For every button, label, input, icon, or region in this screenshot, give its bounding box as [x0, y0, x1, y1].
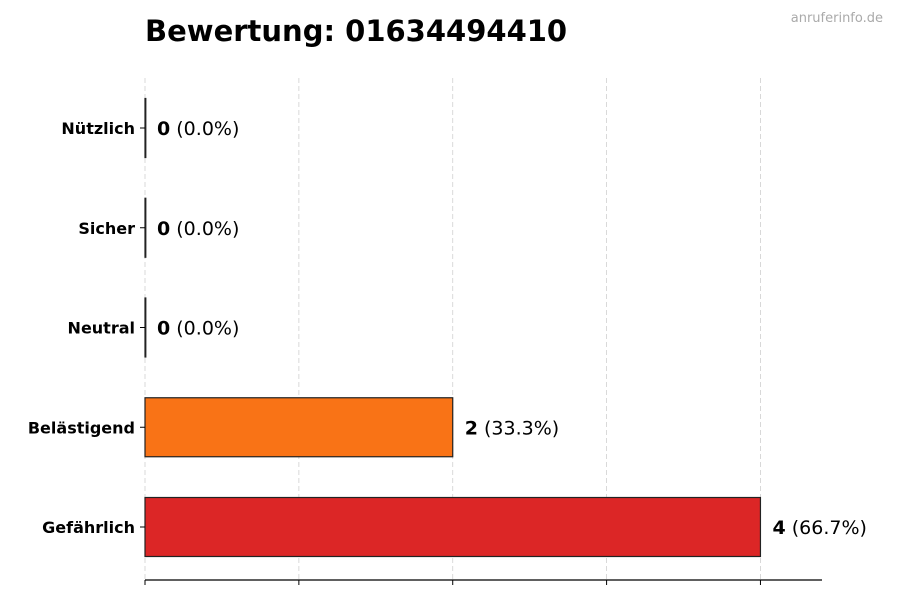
category-label-4: Gefährlich — [42, 518, 135, 537]
category-label-0: Nützlich — [61, 119, 135, 138]
data-label-percent: (0.0%) — [170, 318, 239, 340]
bar-3 — [144, 397, 454, 458]
data-label-percent: (0.0%) — [170, 218, 239, 240]
category-label-2: Neutral — [68, 319, 135, 338]
category-label-3: Belästigend — [28, 418, 135, 437]
bar-0 — [144, 97, 147, 159]
data-label-value: 2 — [465, 417, 478, 439]
data-label-value: 0 — [157, 318, 170, 340]
chart-title: Bewertung: 01634494410 — [145, 14, 567, 48]
data-label-value: 4 — [772, 517, 785, 539]
data-label-4: 4 (66.7%) — [772, 517, 866, 539]
bar-1 — [144, 197, 147, 258]
data-label-percent: (0.0%) — [170, 118, 239, 140]
bar-2 — [144, 297, 147, 358]
data-label-percent: (33.3%) — [478, 417, 559, 439]
data-label-percent: (66.7%) — [786, 517, 867, 539]
data-label-3: 2 (33.3%) — [465, 417, 559, 439]
watermark: anruferinfo.de — [791, 11, 883, 26]
data-label-2: 0 (0.0%) — [157, 318, 239, 340]
data-label-0: 0 (0.0%) — [157, 118, 239, 140]
data-label-value: 0 — [157, 118, 170, 140]
data-label-1: 0 (0.0%) — [157, 218, 239, 240]
bar-4 — [144, 496, 762, 558]
category-label-1: Sicher — [78, 219, 135, 238]
data-label-value: 0 — [157, 218, 170, 240]
